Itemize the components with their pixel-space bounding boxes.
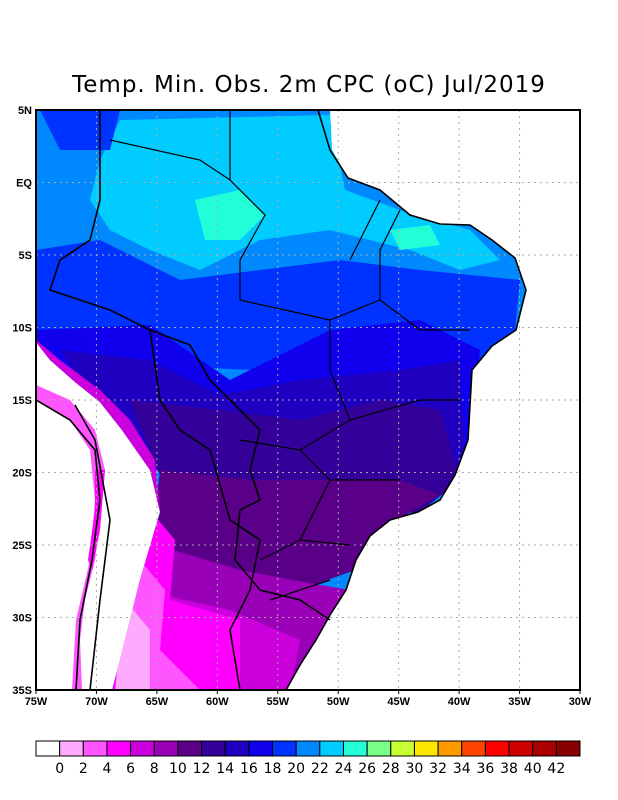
colorbar-swatch bbox=[153, 740, 179, 757]
lat-tick-label: 25S bbox=[12, 540, 32, 552]
coastline bbox=[285, 110, 527, 690]
colorbar: 0 2 4 6 8 10 12 14 16 18 20 22 24 26 28 30 32 34 36 38 40 42 bbox=[35, 740, 581, 777]
colorbar-swatch bbox=[224, 740, 250, 757]
colorbar-swatch bbox=[106, 740, 132, 757]
lon-tick-label: 40W bbox=[448, 696, 471, 708]
colorbar-swatch bbox=[366, 740, 392, 757]
grid-lines bbox=[36, 110, 580, 690]
lon-tick-label: 65W bbox=[146, 696, 169, 708]
colorbar-swatch bbox=[390, 740, 415, 757]
colorbar-label: 12 bbox=[193, 761, 211, 777]
state-borders bbox=[109, 110, 470, 601]
map-title: Temp. Min. Obs. 2m CPC (oC) Jul/2019 bbox=[72, 72, 546, 98]
latitude-labels: 5N EQ 5S 10S 15S 20S 25S 30S 35S bbox=[12, 105, 32, 697]
colorbar-swatch bbox=[532, 740, 557, 757]
colorbar-swatch bbox=[342, 740, 368, 757]
colorbar-label: 40 bbox=[524, 761, 542, 777]
colorbar-label: 28 bbox=[382, 761, 400, 777]
colorbar-label: 14 bbox=[216, 761, 234, 777]
colorbar-label: 2 bbox=[79, 761, 88, 777]
lat-tick-label: EQ bbox=[16, 178, 32, 190]
brazil-border bbox=[48, 110, 331, 621]
colorbar-swatch bbox=[248, 740, 274, 757]
longitude-labels: 75W 70W 65W 60W 55W 50W 45W 40W 35W 30W bbox=[25, 690, 592, 708]
lon-tick-label: 60W bbox=[206, 696, 229, 708]
colorbar-label: 24 bbox=[335, 761, 353, 777]
colorbar-swatch bbox=[130, 740, 155, 757]
colorbar-label: 34 bbox=[453, 761, 471, 777]
colorbar-label: 6 bbox=[126, 761, 135, 777]
colorbar-label: 18 bbox=[264, 761, 282, 777]
lat-tick-label: 15S bbox=[12, 395, 32, 407]
colorbar-label: 38 bbox=[500, 761, 518, 777]
field-26 bbox=[195, 190, 440, 250]
lon-tick-label: 75W bbox=[25, 696, 48, 708]
colorbar-label: 32 bbox=[429, 761, 447, 777]
colorbar-swatch bbox=[35, 740, 61, 757]
lat-tick-label: 30S bbox=[12, 613, 32, 625]
colorbar-swatch bbox=[461, 740, 486, 757]
colorbar-swatch bbox=[319, 740, 344, 757]
lat-tick-label: 35S bbox=[12, 685, 32, 697]
lon-tick-label: 50W bbox=[327, 696, 350, 708]
colorbar-swatch bbox=[484, 740, 510, 757]
lat-tick-label: 20S bbox=[12, 468, 32, 480]
colorbar-label: 0 bbox=[55, 761, 64, 777]
colorbar-label: 20 bbox=[287, 761, 305, 777]
colorbar-swatch bbox=[508, 740, 534, 757]
colorbar-label: 8 bbox=[150, 761, 159, 777]
lon-tick-label: 55W bbox=[266, 696, 289, 708]
colorbar-swatch bbox=[82, 740, 108, 757]
colorbar-swatch bbox=[413, 740, 439, 757]
colorbar-label: 26 bbox=[358, 761, 376, 777]
andes-border bbox=[74, 404, 111, 690]
colorbar-swatch bbox=[59, 740, 84, 757]
colorbar-swatch bbox=[555, 740, 581, 757]
colorbar-swatch bbox=[295, 740, 321, 757]
lon-tick-label: 45W bbox=[387, 696, 410, 708]
colorbar-label: 30 bbox=[406, 761, 424, 777]
west-coast bbox=[36, 399, 101, 690]
colorbar-label: 10 bbox=[169, 761, 187, 777]
colorbar-swatch bbox=[437, 740, 463, 757]
colorbar-swatch bbox=[177, 740, 203, 757]
map-frame bbox=[35, 109, 581, 691]
bolivia-paraguay-border bbox=[149, 329, 261, 690]
lon-tick-label: 35W bbox=[508, 696, 531, 708]
colorbar-swatch bbox=[201, 740, 226, 757]
lat-tick-label: 5S bbox=[19, 250, 32, 262]
colorbar-label: 22 bbox=[311, 761, 329, 777]
field-20 bbox=[36, 110, 520, 380]
colorbar-label: 16 bbox=[240, 761, 258, 777]
lat-tick-label: 10S bbox=[12, 323, 32, 335]
colorbar-label: 4 bbox=[102, 761, 111, 777]
lon-tick-label: 30W bbox=[569, 696, 592, 708]
colorbar-label: 42 bbox=[547, 761, 565, 777]
lon-tick-label: 70W bbox=[85, 696, 108, 708]
colorbar-swatch bbox=[272, 740, 297, 757]
borders bbox=[36, 110, 527, 690]
lat-tick-label: 5N bbox=[18, 105, 32, 117]
colorbar-label: 36 bbox=[476, 761, 494, 777]
field-12 bbox=[150, 470, 440, 590]
